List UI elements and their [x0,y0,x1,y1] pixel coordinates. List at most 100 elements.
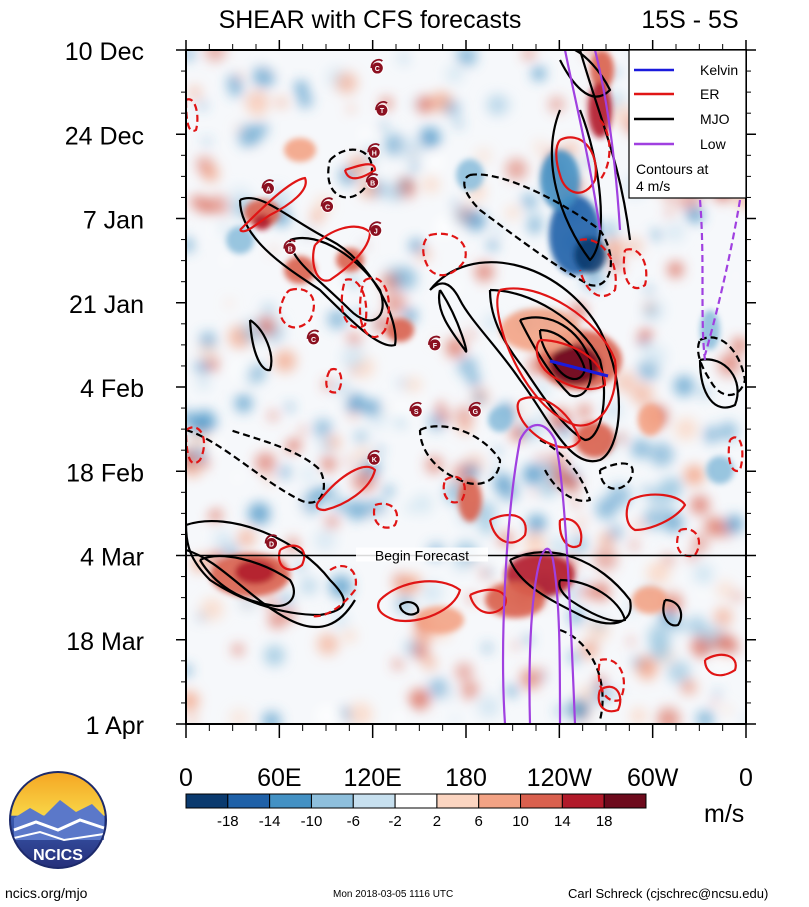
tc-marker-letter: J [374,229,378,236]
mjo-contour [539,439,592,503]
mjo-contour [488,288,606,442]
colorbar-label: -10 [301,813,323,830]
mjo-contour [186,548,356,629]
shear-anomaly [416,606,464,634]
tc-marker-letter: C [325,204,330,211]
y-tick-label: 18 Feb [66,459,144,487]
colorbar-label: 2 [433,813,441,830]
tc-marker-swirl [367,450,380,460]
er-contour [358,277,390,338]
er-contour [599,119,611,181]
legend-note-line2: 4 m/s [636,178,670,194]
er-contour [277,544,306,571]
tc-marker: G [468,401,482,418]
tc-marker-swirl [375,100,388,111]
tc-marker: S [409,401,423,418]
footer-author: Carl Schreck (cjschrec@ncsu.edu) [568,886,769,901]
x-tick-label: 120E [343,764,401,792]
tc-marker: A [261,179,275,195]
low-contour [502,423,577,724]
y-axis: 10 Dec 24 Dec 7 Jan 21 Jan 4 Feb 18 Feb 4 Mar 1… [65,38,756,740]
tc-marker-letter: D [269,541,274,548]
colorbar-label: 6 [475,813,483,830]
lat-band-label: 15S - 5S [641,6,738,34]
er-contour [340,278,368,329]
colorbar-segment [269,793,312,809]
colorbar-segment [603,793,647,809]
er-contour [312,225,372,282]
colorbar-segment [561,793,605,809]
colorbar-label: -18 [217,813,239,830]
tc-marker: C [370,58,384,75]
x-tick-label: 60W [627,764,679,792]
tc-marker: T [375,100,389,117]
tc-marker-swirl [264,534,278,544]
footer-timestamp: Mon 2018-03-05 1116 UTC [333,889,454,900]
shear-anomaly [386,318,414,342]
colorbar-segment [478,793,522,809]
x-tick-label: 120W [527,764,593,792]
mjo-contour [558,578,627,623]
er-contour [488,513,527,544]
er-contour [442,475,466,504]
shear-anomaly [632,586,668,614]
tc-marker: C [306,329,321,346]
tc-marker-swirl [370,58,383,69]
low-contour [528,547,562,724]
mjo-contour [437,289,468,353]
colorbar-segment [310,793,354,809]
ncics-logo: NCICS [9,771,107,869]
tc-marker-swirl [261,179,275,189]
colorbar-segment [394,793,438,809]
mjo-contour [698,358,739,409]
tc-marker: J [368,221,383,238]
y-tick-label: 21 Jan [69,291,144,319]
er-contour [372,502,399,529]
x-tick-label: 0 [179,764,193,792]
er-contour [516,396,582,449]
shear-anomaly [575,422,615,458]
shear-anomaly [590,50,614,90]
low-contour [563,50,602,231]
tc-marker-letter: C [311,337,316,344]
tc-marker-letter: B [370,180,375,187]
colorbar-label: -14 [259,813,281,830]
er-contour [558,517,583,548]
mjo-contour [598,462,634,490]
footer-url[interactable]: ncics.org/mjo [5,885,88,901]
y-tick-label: 10 Dec [65,38,144,66]
tc-marker-letter: S [414,409,419,416]
er-contour [578,238,617,298]
tc-marker-swirl [320,197,334,207]
tc-marker-swirl [365,173,379,183]
tc-marker-letter: C [375,66,380,73]
legend-note-line1: Contours at [636,161,708,177]
shear-anomaly [284,256,316,284]
mjo-contour [288,237,384,322]
shear-anomaly [706,456,734,484]
colorbar-unit: m/s [704,800,744,828]
er-contour [496,287,617,427]
tc-marker-swirl [468,401,481,412]
tc-marker-letter: H [372,150,377,157]
er-contour [315,465,377,512]
er-contour [309,565,358,618]
legend-mjo-label: MJO [700,111,730,127]
low-contour [703,199,742,356]
er-contour [422,232,467,277]
mjo-contour [398,601,420,616]
mjo-contour [238,197,397,347]
colorbar-segment [520,793,563,809]
x-tick-label: 60E [257,764,301,792]
x-tick-label: 180 [445,764,487,792]
tc-marker-letter: F [433,343,438,350]
er-contour [597,685,622,713]
er-contour [676,527,701,558]
tc-marker-letter: T [380,108,385,115]
y-tick-label: 1 Apr [86,712,144,740]
colorbar-segment [352,793,396,809]
y-tick-label: 18 Mar [66,628,144,656]
colorbar-segment [185,793,229,809]
tc-marker-letter: K [372,457,377,464]
